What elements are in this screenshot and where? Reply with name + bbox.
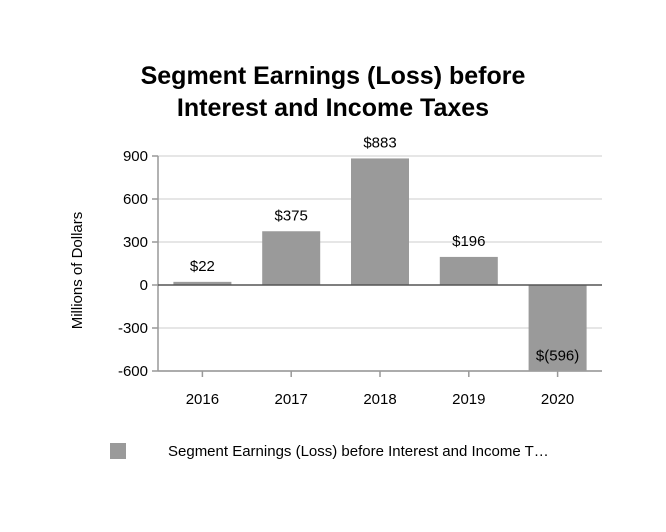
chart-title: Segment Earnings (Loss) before Interest … xyxy=(0,60,666,124)
legend-label: Segment Earnings (Loss) before Interest … xyxy=(168,442,549,460)
y-tick-label: 300 xyxy=(123,234,148,251)
y-tick-label: 600 xyxy=(123,191,148,208)
legend-swatch xyxy=(110,443,126,459)
x-tick-label: 2019 xyxy=(452,391,485,408)
bar-2018 xyxy=(351,158,409,285)
y-axis-label: Millions of Dollars xyxy=(69,212,86,330)
y-tick-label: 0 xyxy=(140,277,148,294)
x-tick-label: 2017 xyxy=(275,391,308,408)
bar-2019 xyxy=(439,256,498,285)
x-tick-label: 2018 xyxy=(363,391,396,408)
data-label-2020: $(596) xyxy=(536,347,579,364)
data-label-2017: $375 xyxy=(275,207,308,224)
y-tick-label: -300 xyxy=(118,320,148,337)
x-tick-label: 2016 xyxy=(186,391,219,408)
y-tick-label: -600 xyxy=(118,363,148,380)
data-label-2018: $883 xyxy=(363,134,396,151)
y-tick-label: 900 xyxy=(123,148,148,165)
chart-title-line-2: Interest and Income Taxes xyxy=(176,94,490,122)
chart-title-line-1: Segment Earnings (Loss) before xyxy=(140,62,526,90)
bar-2017 xyxy=(262,231,321,285)
data-label-2016: $22 xyxy=(190,258,215,275)
data-label-2019: $196 xyxy=(452,233,485,250)
bar-2016 xyxy=(173,281,232,285)
legend: Segment Earnings (Loss) before Interest … xyxy=(110,440,549,462)
x-tick-label: 2020 xyxy=(541,391,574,408)
bar-2020 xyxy=(528,285,587,371)
